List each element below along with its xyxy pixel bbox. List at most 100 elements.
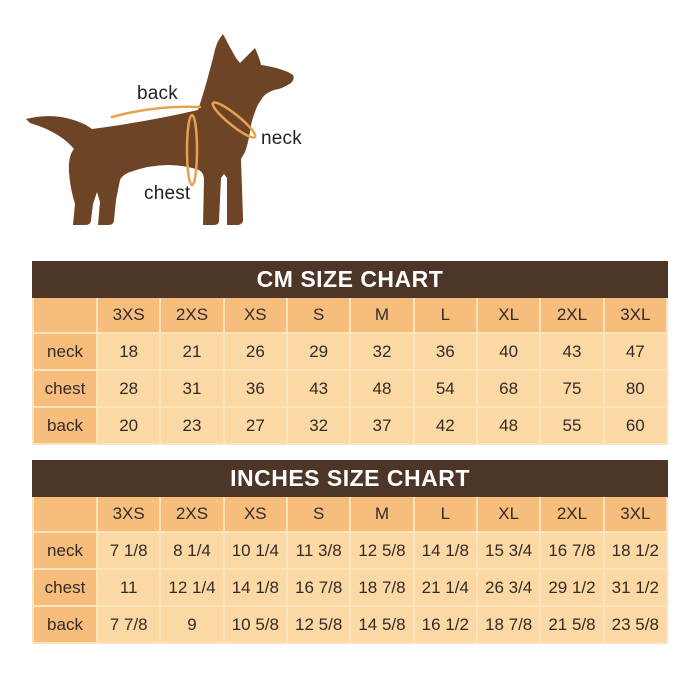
inches-chart-title: INCHES SIZE CHART bbox=[32, 460, 668, 497]
cm-neck-row: neck 18 21 26 29 32 36 40 43 47 bbox=[32, 332, 669, 371]
size-header-cell: 2XL bbox=[539, 497, 605, 533]
dog-measurement-diagram bbox=[18, 8, 318, 243]
size-header-cell: XL bbox=[475, 298, 542, 334]
value-cell: 10 5/8 bbox=[222, 605, 288, 644]
value-cell: 29 bbox=[285, 332, 352, 371]
value-cell: 37 bbox=[349, 406, 415, 445]
cm-chart-title: CM SIZE CHART bbox=[32, 261, 668, 298]
size-header-cell: 2XL bbox=[539, 298, 605, 334]
value-cell: 14 1/8 bbox=[222, 568, 288, 607]
inches-size-header-row: 3XS 2XS XS S M L XL 2XL 3XL bbox=[32, 497, 669, 533]
value-cell: 31 1/2 bbox=[602, 568, 669, 607]
dog-body-shape bbox=[26, 34, 294, 225]
size-header-cell: XS bbox=[222, 497, 288, 533]
value-cell: 32 bbox=[349, 332, 415, 371]
cm-table: 3XS 2XS XS S M L XL 2XL 3XL neck 18 21 2… bbox=[32, 298, 669, 445]
value-cell: 7 7/8 bbox=[95, 605, 162, 644]
row-label: back bbox=[32, 605, 98, 644]
value-cell: 32 bbox=[285, 406, 352, 445]
value-cell: 55 bbox=[539, 406, 605, 445]
value-cell: 18 7/8 bbox=[475, 605, 542, 644]
value-cell: 23 bbox=[159, 406, 225, 445]
cm-size-header-row: 3XS 2XS XS S M L XL 2XL 3XL bbox=[32, 298, 669, 334]
value-cell: 7 1/8 bbox=[95, 531, 162, 570]
value-cell: 42 bbox=[412, 406, 478, 445]
value-cell: 9 bbox=[159, 605, 225, 644]
value-cell: 21 5/8 bbox=[539, 605, 605, 644]
value-cell: 21 1/4 bbox=[412, 568, 478, 607]
cm-back-row: back 20 23 27 32 37 42 48 55 60 bbox=[32, 406, 669, 445]
inches-table: 3XS 2XS XS S M L XL 2XL 3XL neck 7 1/8 8… bbox=[32, 497, 669, 644]
value-cell: 18 7/8 bbox=[349, 568, 415, 607]
value-cell: 29 1/2 bbox=[539, 568, 605, 607]
neck-measure-ellipse bbox=[211, 101, 257, 139]
value-cell: 20 bbox=[95, 406, 162, 445]
value-cell: 68 bbox=[475, 369, 542, 408]
value-cell: 16 7/8 bbox=[285, 568, 352, 607]
value-cell: 60 bbox=[602, 406, 669, 445]
value-cell: 16 1/2 bbox=[412, 605, 478, 644]
corner-cell bbox=[32, 497, 98, 533]
size-header-cell: 3XL bbox=[602, 298, 669, 334]
value-cell: 12 5/8 bbox=[285, 605, 352, 644]
value-cell: 43 bbox=[285, 369, 352, 408]
size-header-cell: L bbox=[412, 298, 478, 334]
value-cell: 10 1/4 bbox=[222, 531, 288, 570]
value-cell: 14 1/8 bbox=[412, 531, 478, 570]
value-cell: 47 bbox=[602, 332, 669, 371]
size-header-cell: S bbox=[285, 497, 352, 533]
value-cell: 31 bbox=[159, 369, 225, 408]
value-cell: 11 bbox=[95, 568, 162, 607]
value-cell: 54 bbox=[412, 369, 478, 408]
value-cell: 36 bbox=[222, 369, 288, 408]
inches-size-chart: INCHES SIZE CHART 3XS 2XS XS S M L XL 2X… bbox=[32, 460, 669, 644]
size-header-cell: L bbox=[412, 497, 478, 533]
size-header-cell: 3XS bbox=[95, 497, 162, 533]
dog-silhouette-icon bbox=[26, 34, 294, 225]
value-cell: 43 bbox=[539, 332, 605, 371]
inches-neck-row: neck 7 1/8 8 1/4 10 1/4 11 3/8 12 5/8 14… bbox=[32, 531, 669, 570]
value-cell: 28 bbox=[95, 369, 162, 408]
value-cell: 48 bbox=[475, 406, 542, 445]
size-header-cell: 3XL bbox=[602, 497, 669, 533]
size-header-cell: M bbox=[349, 497, 415, 533]
value-cell: 80 bbox=[602, 369, 669, 408]
value-cell: 21 bbox=[159, 332, 225, 371]
value-cell: 26 bbox=[222, 332, 288, 371]
size-header-cell: XS bbox=[222, 298, 288, 334]
back-measure-line bbox=[110, 105, 202, 119]
size-header-cell: M bbox=[349, 298, 415, 334]
inches-chest-row: chest 11 12 1/4 14 1/8 16 7/8 18 7/8 21 … bbox=[32, 568, 669, 607]
row-label: chest bbox=[32, 369, 98, 408]
neck-measure-label: neck bbox=[261, 128, 302, 149]
size-header-cell: 3XS bbox=[95, 298, 162, 334]
cm-size-chart: CM SIZE CHART 3XS 2XS XS S M L XL 2XL 3X… bbox=[32, 261, 669, 445]
cm-chest-row: chest 28 31 36 43 48 54 68 75 80 bbox=[32, 369, 669, 408]
size-header-cell: XL bbox=[475, 497, 542, 533]
chest-measure-ellipse bbox=[185, 113, 199, 187]
size-header-cell: 2XS bbox=[159, 497, 225, 533]
value-cell: 27 bbox=[222, 406, 288, 445]
value-cell: 8 1/4 bbox=[159, 531, 225, 570]
back-measure-label: back bbox=[137, 83, 178, 104]
value-cell: 75 bbox=[539, 369, 605, 408]
row-label: neck bbox=[32, 531, 98, 570]
chest-measure-label: chest bbox=[144, 183, 191, 204]
value-cell: 15 3/4 bbox=[475, 531, 542, 570]
row-label: neck bbox=[32, 332, 98, 371]
corner-cell bbox=[32, 298, 98, 334]
value-cell: 23 5/8 bbox=[602, 605, 669, 644]
value-cell: 16 7/8 bbox=[539, 531, 605, 570]
size-header-cell: S bbox=[285, 298, 352, 334]
value-cell: 11 3/8 bbox=[285, 531, 352, 570]
value-cell: 14 5/8 bbox=[349, 605, 415, 644]
value-cell: 12 5/8 bbox=[349, 531, 415, 570]
value-cell: 48 bbox=[349, 369, 415, 408]
value-cell: 40 bbox=[475, 332, 542, 371]
row-label: back bbox=[32, 406, 98, 445]
value-cell: 18 1/2 bbox=[602, 531, 669, 570]
value-cell: 36 bbox=[412, 332, 478, 371]
size-header-cell: 2XS bbox=[159, 298, 225, 334]
inches-back-row: back 7 7/8 9 10 5/8 12 5/8 14 5/8 16 1/2… bbox=[32, 605, 669, 644]
value-cell: 18 bbox=[95, 332, 162, 371]
